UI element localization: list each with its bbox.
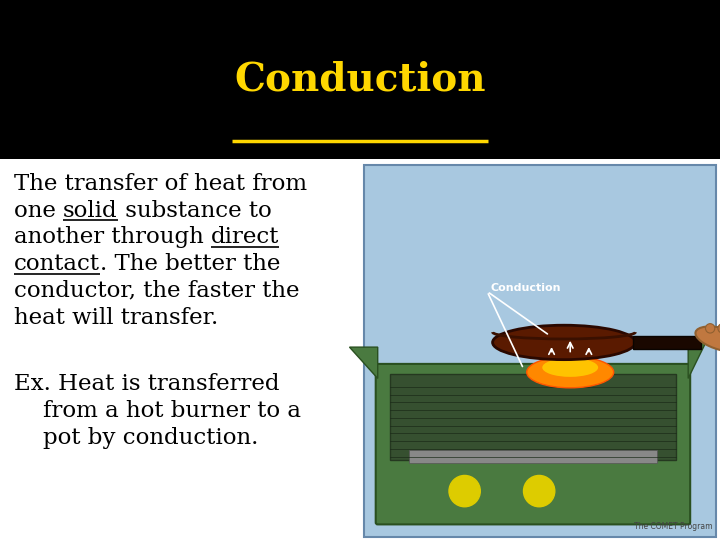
- Ellipse shape: [696, 327, 720, 352]
- Text: Ex. Heat is transferred: Ex. Heat is transferred: [14, 374, 279, 395]
- Text: heat will transfer.: heat will transfer.: [14, 307, 218, 329]
- Text: pot by conduction.: pot by conduction.: [14, 427, 258, 449]
- Circle shape: [449, 475, 480, 507]
- Text: Conduction: Conduction: [234, 60, 486, 98]
- Circle shape: [523, 475, 555, 507]
- Ellipse shape: [527, 356, 613, 388]
- Polygon shape: [688, 342, 706, 379]
- Bar: [390, 374, 676, 460]
- Text: contact: contact: [14, 253, 100, 275]
- Bar: [0, 0, 720, 159]
- FancyBboxPatch shape: [376, 364, 690, 524]
- Ellipse shape: [706, 323, 715, 333]
- Text: The transfer of heat from: The transfer of heat from: [14, 173, 307, 195]
- Bar: [633, 336, 701, 349]
- Ellipse shape: [492, 325, 635, 360]
- Ellipse shape: [542, 358, 598, 377]
- Bar: [0, 159, 720, 540]
- Text: substance to: substance to: [118, 200, 271, 222]
- Bar: [364, 165, 716, 537]
- Text: conductor, the faster the: conductor, the faster the: [14, 280, 300, 302]
- Text: solid: solid: [63, 200, 118, 222]
- Bar: [409, 450, 657, 463]
- Text: . The better the: . The better the: [100, 253, 280, 275]
- Ellipse shape: [718, 323, 720, 333]
- Text: direct: direct: [211, 226, 279, 248]
- Text: from a hot burner to a: from a hot burner to a: [14, 400, 301, 422]
- Text: another through: another through: [14, 226, 211, 248]
- Polygon shape: [349, 347, 378, 379]
- Text: Conduction: Conduction: [490, 282, 561, 293]
- Text: one: one: [14, 200, 63, 222]
- Text: The COMET Program: The COMET Program: [634, 522, 712, 531]
